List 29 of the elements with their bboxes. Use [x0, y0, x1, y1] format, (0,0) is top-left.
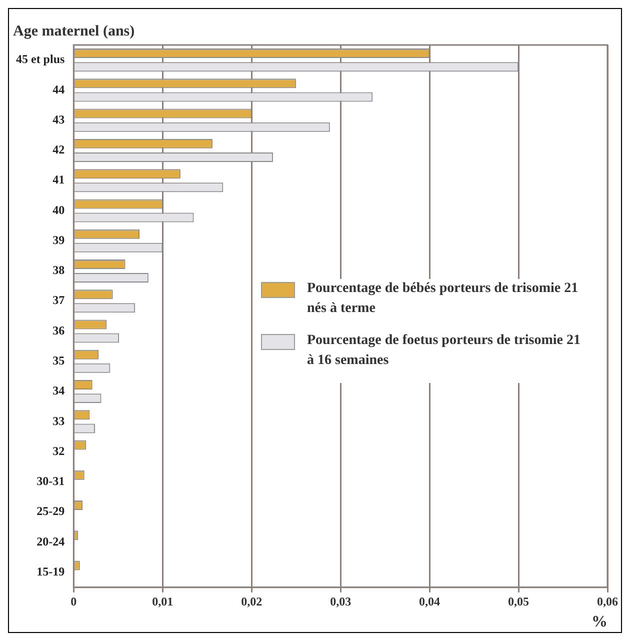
x-tick-label: 0,01 — [152, 594, 174, 609]
x-tick-label: 0,02 — [241, 594, 262, 609]
y-tick-label: 35 — [52, 353, 65, 368]
x-tick-label: 0 — [70, 594, 77, 609]
y-tick-label: 40 — [52, 202, 65, 217]
x-tick-label: 0,03 — [330, 594, 352, 609]
y-tick-label: 37 — [52, 293, 65, 308]
y-tick-label: 20-24 — [36, 534, 65, 548]
y-tick-label: 41 — [52, 172, 65, 187]
y-tick-label: 15-19 — [36, 564, 65, 578]
y-axis-title: Age maternel (ans) — [13, 23, 135, 40]
x-axis-title: % — [592, 614, 608, 631]
y-tick-label: 43 — [52, 112, 65, 126]
legend-label: Pourcentage de foetus porteurs de trisomie 21 à 16 semaines — [307, 332, 581, 370]
y-tick-label: 38 — [52, 263, 65, 278]
y-tick-label: 42 — [52, 142, 65, 157]
y-tick-label: 34 — [52, 384, 65, 398]
y-tick-label: 45 et plus — [16, 52, 65, 66]
x-tick-label: 0,04 — [419, 594, 440, 609]
y-tick-label: 36 — [52, 323, 65, 338]
y-tick-label: 33 — [52, 414, 65, 428]
legend-label: Pourcentage de bébés porteurs de trisomie 21 nés à terme — [307, 280, 580, 318]
y-tick-label: 25-29 — [36, 504, 65, 518]
x-tick-label: 0,05 — [508, 594, 530, 609]
y-tick-label: 44 — [52, 82, 65, 96]
y-tick-label: 32 — [52, 444, 65, 458]
y-tick-label: 39 — [52, 232, 65, 247]
x-tick-label: 0,06 — [597, 594, 618, 609]
y-tick-label: 30-31 — [36, 474, 65, 488]
